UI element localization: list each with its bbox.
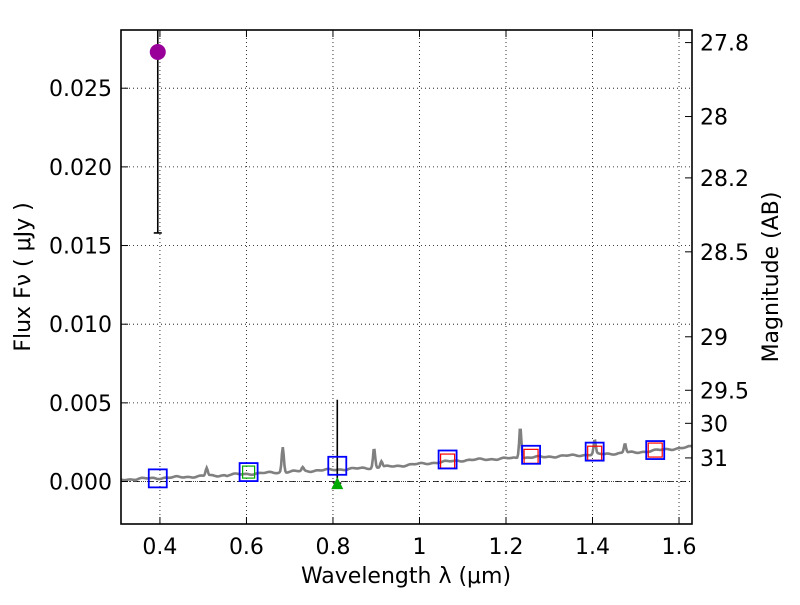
series bbox=[120, 30, 693, 490]
upper-limit-marker bbox=[242, 465, 256, 479]
y-tick-label: 0.000 bbox=[49, 471, 112, 496]
observed-flux-marker bbox=[647, 442, 663, 458]
y-tick-label: 0.015 bbox=[49, 235, 112, 260]
model-flux-marker bbox=[584, 441, 605, 462]
y-tick-label: 0.020 bbox=[49, 156, 112, 181]
mag-tick-label: 30 bbox=[700, 412, 728, 437]
x-tick-label: 0.4 bbox=[142, 535, 177, 560]
grid bbox=[121, 30, 692, 524]
x-axis-label: Wavelength λ (μm) bbox=[301, 564, 511, 589]
ticks: 0.4 0.6 0.8 1 1.2 1.4 1.6 0.000 0.005 0.010 0.015 0… bbox=[49, 30, 749, 560]
mag-tick-label: 28.5 bbox=[700, 241, 749, 266]
y2-axis-label: Magnitude (AB) bbox=[759, 192, 784, 363]
dropout-marker bbox=[149, 44, 166, 61]
mag-tick-label: 28.2 bbox=[700, 167, 749, 192]
model-flux-marker bbox=[327, 455, 348, 476]
plot-frame bbox=[120, 29, 693, 525]
model-spectrum-line bbox=[120, 428, 693, 482]
x-tick-label: 1.2 bbox=[488, 535, 523, 560]
x-tick-label: 0.6 bbox=[229, 535, 264, 560]
mag-tick-label: 31 bbox=[700, 447, 728, 472]
mag-tick-label: 29 bbox=[700, 326, 728, 351]
y-tick-label: 0.005 bbox=[49, 392, 112, 417]
y-tick-label: 0.010 bbox=[49, 313, 112, 338]
model-flux-marker bbox=[238, 462, 259, 482]
model-flux-marker bbox=[147, 468, 168, 489]
x-tick-label: 1.4 bbox=[575, 535, 610, 560]
mag-tick-label: 29.5 bbox=[700, 379, 749, 404]
y-tick-label: 0.025 bbox=[49, 77, 112, 102]
y-axis-label: Flux Fν ( μJy ) bbox=[11, 202, 36, 351]
x-tick-label: 0.8 bbox=[315, 535, 350, 560]
upper-limit-triangle bbox=[331, 477, 344, 490]
x-tick-label: 1 bbox=[412, 535, 426, 560]
mag-tick-label: 27.8 bbox=[700, 32, 749, 57]
x-tick-label: 1.6 bbox=[662, 535, 697, 560]
model-flux-marker bbox=[645, 440, 666, 460]
mag-tick-label: 28 bbox=[700, 106, 728, 131]
model-flux-marker bbox=[521, 444, 541, 465]
model-flux-marker bbox=[437, 449, 458, 470]
